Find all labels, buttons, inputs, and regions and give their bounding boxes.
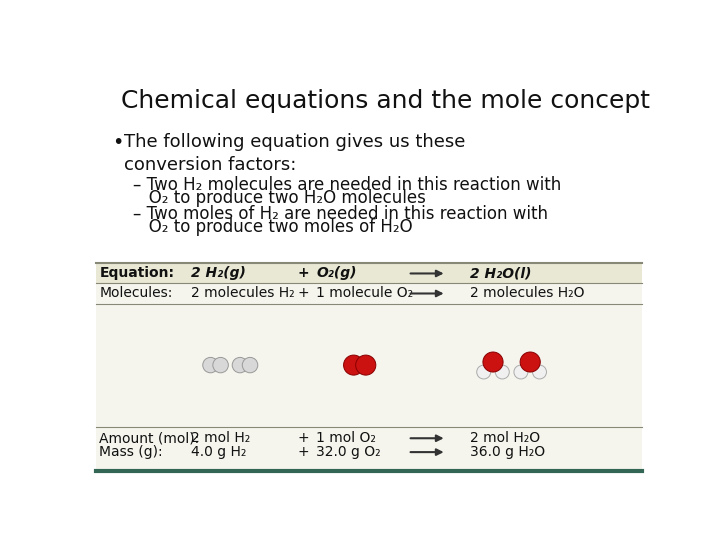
Text: 2 H₂O(l): 2 H₂O(l) xyxy=(469,266,531,280)
Circle shape xyxy=(514,365,528,379)
Text: Chemical equations and the mole concept: Chemical equations and the mole concept xyxy=(121,90,650,113)
Circle shape xyxy=(213,357,228,373)
Text: 2 mol H₂: 2 mol H₂ xyxy=(191,431,250,446)
Circle shape xyxy=(533,365,546,379)
Circle shape xyxy=(233,357,248,373)
Text: 1 mol O₂: 1 mol O₂ xyxy=(316,431,376,446)
Text: Equation:: Equation: xyxy=(99,266,174,280)
Circle shape xyxy=(356,355,376,375)
Text: +: + xyxy=(297,266,310,280)
Circle shape xyxy=(343,355,364,375)
Text: – Two moles of H₂ are needed in this reaction with: – Two moles of H₂ are needed in this rea… xyxy=(133,205,549,223)
Circle shape xyxy=(520,352,540,372)
Text: Mass (g):: Mass (g): xyxy=(99,445,163,459)
Text: O₂ to produce two H₂O molecules: O₂ to produce two H₂O molecules xyxy=(133,189,426,207)
Text: +: + xyxy=(297,445,310,459)
Text: 2 molecules H₂: 2 molecules H₂ xyxy=(191,287,294,300)
Text: 1 molecule O₂: 1 molecule O₂ xyxy=(316,287,413,300)
Text: Molecules:: Molecules: xyxy=(99,287,173,300)
Text: – Two H₂ molecules are needed in this reaction with: – Two H₂ molecules are needed in this re… xyxy=(133,176,562,194)
Text: +: + xyxy=(297,287,310,300)
Bar xyxy=(96,264,642,284)
Circle shape xyxy=(243,357,258,373)
Text: 32.0 g O₂: 32.0 g O₂ xyxy=(316,445,381,459)
Text: O₂ to produce two moles of H₂O: O₂ to produce two moles of H₂O xyxy=(133,218,413,236)
Text: 2 mol H₂O: 2 mol H₂O xyxy=(469,431,540,446)
Text: 36.0 g H₂O: 36.0 g H₂O xyxy=(469,445,545,459)
Text: 2 molecules H₂O: 2 molecules H₂O xyxy=(469,287,584,300)
Circle shape xyxy=(477,365,490,379)
Text: Amount (mol):: Amount (mol): xyxy=(99,431,199,446)
Bar xyxy=(96,284,642,471)
Circle shape xyxy=(495,365,509,379)
Text: The following equation gives us these
conversion factors:: The following equation gives us these co… xyxy=(124,132,465,174)
Circle shape xyxy=(483,352,503,372)
Circle shape xyxy=(203,357,218,373)
Text: 2 H₂(g): 2 H₂(g) xyxy=(191,266,246,280)
Text: O₂(g): O₂(g) xyxy=(316,266,357,280)
Text: 4.0 g H₂: 4.0 g H₂ xyxy=(191,445,246,459)
Text: +: + xyxy=(297,431,310,446)
Text: •: • xyxy=(112,132,123,152)
